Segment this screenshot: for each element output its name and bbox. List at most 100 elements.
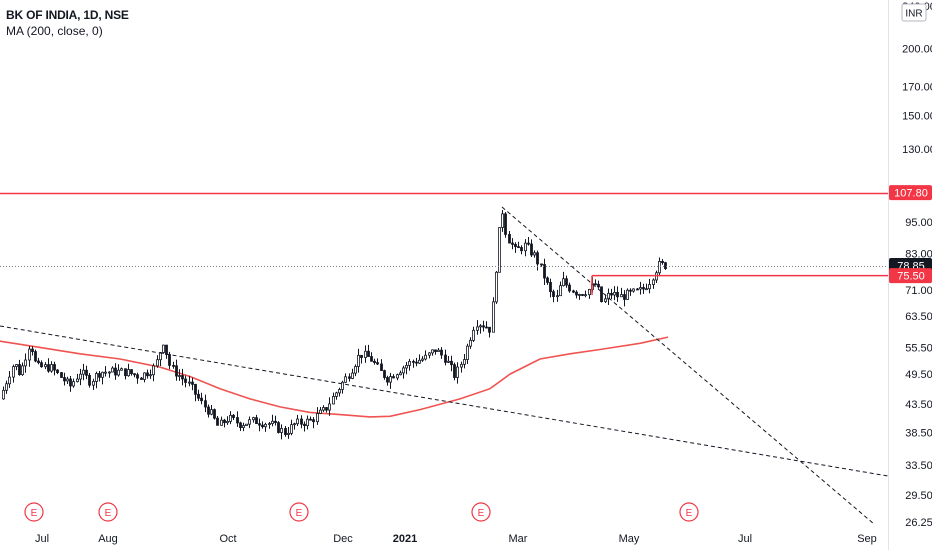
price-tick-label: 26.25 (905, 517, 932, 529)
candle-body (380, 363, 383, 371)
candle-body (178, 375, 181, 377)
candle-body (242, 425, 245, 428)
candle-body (261, 424, 264, 428)
candle-body (114, 367, 117, 376)
candle-body (316, 413, 319, 423)
candle-body (226, 420, 229, 424)
candle-body (456, 366, 459, 378)
candle-body (194, 383, 197, 395)
candle-body (117, 369, 120, 376)
price-tick-label: 63.50 (905, 311, 932, 323)
candle-body (389, 376, 392, 383)
candle-body (127, 369, 130, 377)
price-tick-label: 130.00 (902, 144, 932, 156)
candle-body (175, 365, 178, 377)
chart-legend: BK OF INDIA, 1D, NSE MA (200, close, 0) (6, 7, 129, 39)
candle-body (572, 290, 575, 293)
candle-body (66, 378, 69, 382)
candle-body (104, 371, 107, 374)
time-tick-label: Oct (219, 533, 236, 545)
candle-body (530, 243, 533, 256)
candle-body (204, 400, 207, 408)
price-axis[interactable]: 26.25 29.50 33.50 38.50 43.50 49.50 55.50 63.50… (888, 0, 932, 550)
candle-body (63, 377, 66, 382)
candle-body (184, 378, 187, 383)
candle-body (613, 291, 616, 296)
long-trendline (0, 325, 889, 477)
candle-body (568, 284, 571, 292)
candle-body (258, 423, 261, 426)
candle-body (444, 354, 447, 363)
candle-body (322, 407, 325, 411)
candle-body (149, 374, 152, 377)
candle-body (447, 360, 450, 363)
price-tick-label: 49.50 (905, 369, 932, 381)
candle-body (264, 423, 267, 428)
candle-body (252, 417, 255, 421)
candle-body (524, 242, 527, 252)
candle-body (293, 423, 296, 426)
time-tick-label: May (619, 533, 640, 545)
candle-body (370, 356, 373, 362)
candle-body (588, 289, 591, 296)
candle-body (386, 377, 389, 383)
candle-body (28, 348, 31, 361)
candle-body (415, 361, 418, 364)
candle-body (351, 372, 354, 379)
candle-body (53, 364, 56, 371)
price-tick-label: 150.00 (902, 111, 932, 123)
candle-body (581, 294, 584, 296)
time-axis[interactable]: Jul Aug Oct Dec 2021 Mar May Jul Sep (35, 533, 877, 545)
price-tick-label: 200.00 (902, 44, 932, 56)
candle-body (453, 364, 456, 378)
candle-body (24, 359, 27, 367)
candle-body (325, 407, 328, 411)
candle-body (450, 360, 453, 366)
candle-body (12, 366, 15, 378)
candle-body (543, 264, 546, 279)
candle-body (405, 365, 408, 369)
currency-label: INR (905, 9, 922, 20)
candle-body (319, 409, 322, 414)
candle-body (632, 288, 635, 292)
candle-body (565, 278, 568, 286)
price-tick-label: 29.50 (905, 490, 932, 502)
candle-body (584, 294, 587, 297)
candle-body (5, 383, 8, 391)
candle-body (332, 396, 335, 405)
time-tick-label: Jul (738, 533, 752, 545)
candle-body (399, 372, 402, 376)
candle-body (271, 420, 274, 424)
candle-body (610, 292, 613, 296)
candle-body (396, 374, 399, 379)
candle-body (296, 418, 299, 425)
candle-body (85, 369, 88, 376)
candle-body (284, 428, 287, 435)
candle-body (364, 350, 367, 358)
earnings-marker-circle (471, 502, 491, 522)
earnings-marker-label: E (686, 508, 693, 519)
indicator-label[interactable]: MA (200, close, 0) (6, 24, 103, 38)
drawings-layer (0, 192, 889, 525)
candle-body (143, 372, 146, 380)
candle-body (98, 373, 101, 378)
candle-body (210, 409, 213, 415)
candle-body (95, 373, 98, 382)
candle-body (309, 418, 312, 421)
earnings-marker: E (679, 502, 699, 522)
candle-body (21, 365, 24, 376)
candle-body (303, 423, 306, 427)
earnings-marker: E (24, 502, 44, 522)
earnings-marker: E (471, 502, 491, 522)
candle-body (578, 294, 581, 296)
earnings-marker-label: E (105, 508, 112, 519)
candle-body (552, 291, 555, 297)
candle-body (517, 246, 520, 249)
candle-body (146, 372, 149, 377)
candle-body (514, 243, 517, 248)
candle-body (504, 213, 507, 235)
candle-body (607, 292, 610, 300)
candle-body (156, 359, 159, 367)
